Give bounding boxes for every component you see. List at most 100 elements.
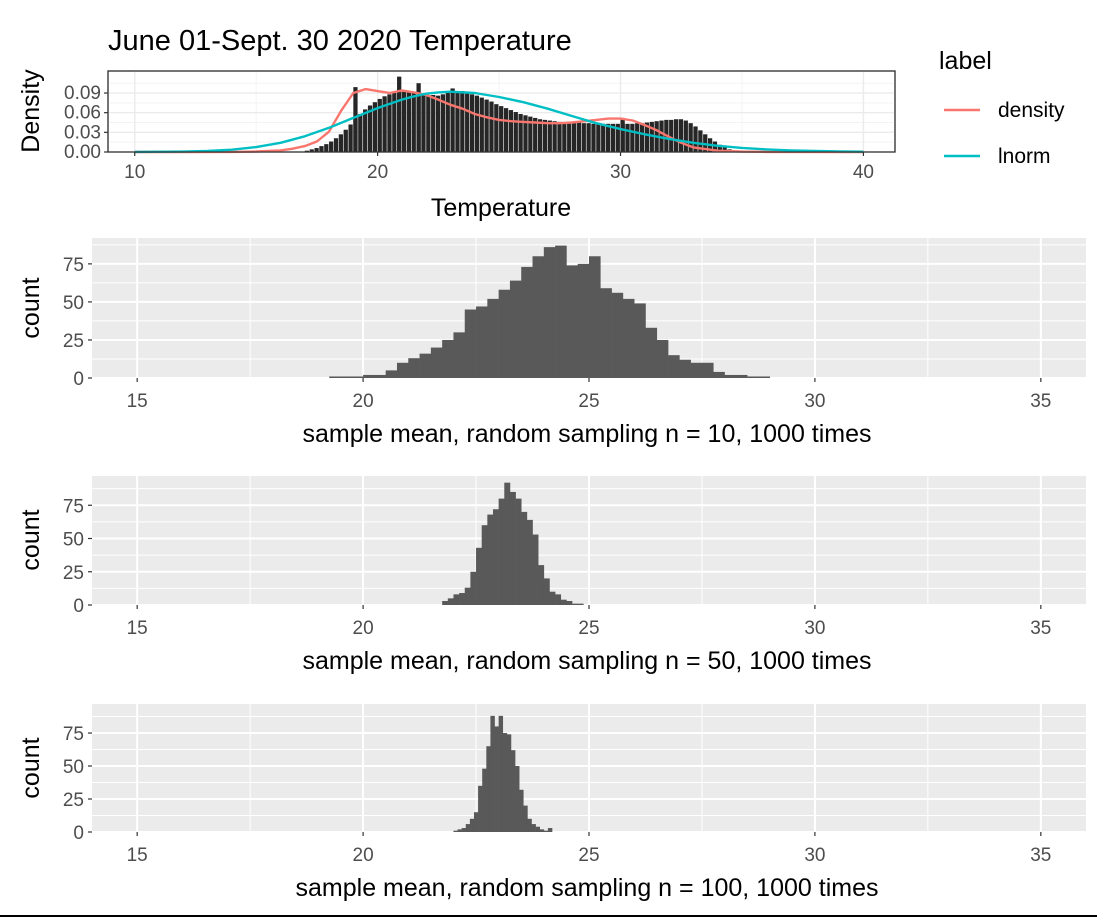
histogram-bar bbox=[509, 491, 516, 605]
histogram-bar bbox=[367, 105, 373, 152]
histogram-bar bbox=[478, 785, 483, 832]
histogram-bar bbox=[502, 733, 508, 832]
y-axis-label: count bbox=[17, 737, 45, 798]
histogram-bar bbox=[747, 376, 759, 378]
histogram-bar bbox=[338, 134, 344, 152]
histogram-bar bbox=[531, 824, 536, 832]
histogram-bar bbox=[635, 123, 640, 152]
histogram-bar bbox=[358, 113, 363, 152]
histogram-bar bbox=[503, 108, 509, 152]
legend-label-density: density bbox=[998, 99, 1065, 122]
histogram-bar bbox=[713, 371, 725, 378]
histogram-bar bbox=[465, 824, 471, 832]
histogram-bars bbox=[304, 76, 742, 152]
histogram-bar bbox=[510, 750, 516, 832]
y-tick-label: 75 bbox=[63, 255, 84, 276]
histogram-bar bbox=[683, 120, 688, 152]
histogram-bar bbox=[455, 91, 460, 152]
y-tick-label: 0 bbox=[73, 823, 84, 844]
histogram-bar bbox=[513, 112, 518, 152]
histogram-bar bbox=[518, 113, 523, 152]
histogram-bar bbox=[615, 123, 620, 152]
y-tick-label: 75 bbox=[63, 724, 84, 745]
histogram-bar bbox=[528, 116, 533, 152]
histogram-bar bbox=[539, 829, 545, 832]
x-tick-label: 40 bbox=[853, 162, 874, 183]
histogram-bar bbox=[440, 94, 446, 152]
x-tick-label: 30 bbox=[804, 845, 825, 866]
histogram-bars bbox=[453, 715, 553, 832]
histogram-bar bbox=[489, 101, 494, 152]
histogram-bar bbox=[351, 376, 364, 378]
histogram-bar bbox=[406, 92, 412, 152]
y-tick-labels: 0 25 50 75 bbox=[63, 496, 92, 617]
histogram-bar bbox=[717, 144, 722, 152]
histogram-bar bbox=[453, 830, 458, 832]
histogram-bar bbox=[473, 812, 479, 832]
histogram-bar bbox=[509, 280, 522, 378]
histogram-bar bbox=[693, 126, 698, 152]
x-tick-labels: 15 20 25 30 35 bbox=[127, 605, 1051, 639]
x-tick-label: 30 bbox=[804, 391, 825, 412]
histogram-bar bbox=[499, 106, 504, 152]
histogram-bar bbox=[504, 482, 511, 605]
histogram-bar bbox=[532, 256, 545, 378]
histogram-bar bbox=[698, 130, 703, 152]
histogram-bar bbox=[324, 144, 329, 152]
histogram-bar bbox=[562, 122, 567, 152]
x-tick-label: 35 bbox=[1030, 618, 1051, 639]
histogram-bar bbox=[668, 355, 680, 378]
histogram-bar bbox=[515, 498, 522, 605]
histogram-bar bbox=[430, 347, 443, 378]
histogram-bar bbox=[688, 123, 693, 152]
histogram-bar bbox=[630, 123, 635, 152]
histogram-bar bbox=[508, 110, 514, 152]
histogram-bar bbox=[457, 829, 462, 832]
x-axis-label: sample mean, random sampling n = 50, 100… bbox=[302, 647, 871, 675]
histogram-bar bbox=[735, 374, 748, 378]
histogram-bar bbox=[506, 734, 512, 832]
y-tick-label: 0 bbox=[73, 596, 84, 617]
histogram-bar bbox=[445, 93, 450, 152]
legend: label density lnorm bbox=[939, 47, 1065, 168]
histogram-bar bbox=[521, 511, 528, 605]
histogram-bar bbox=[374, 374, 386, 378]
histogram-bar bbox=[567, 122, 572, 152]
histogram-bar bbox=[340, 376, 353, 378]
histogram-bar bbox=[645, 327, 658, 378]
histogram-bar bbox=[461, 828, 467, 832]
histogram-bar bbox=[479, 97, 484, 152]
x-tick-label: 35 bbox=[1030, 391, 1051, 412]
histogram-bar bbox=[566, 265, 579, 378]
histogram-bar bbox=[387, 94, 392, 152]
x-tick-label: 10 bbox=[124, 162, 145, 183]
histogram-bar bbox=[464, 587, 471, 605]
x-tick-label: 25 bbox=[578, 618, 599, 639]
histogram-bar bbox=[408, 358, 420, 378]
histogram-bar bbox=[577, 603, 584, 605]
histogram-bar bbox=[490, 715, 495, 832]
histogram-bar bbox=[543, 830, 549, 832]
curve-lnorm bbox=[134, 90, 864, 154]
histogram-bar bbox=[552, 121, 557, 152]
plot-panel-frame bbox=[107, 70, 896, 153]
histogram-bar bbox=[535, 826, 541, 832]
histogram-bar bbox=[447, 598, 454, 605]
histogram-bar bbox=[577, 263, 590, 378]
histogram-bar bbox=[498, 289, 511, 378]
legend-title: label bbox=[939, 47, 992, 75]
sample-mean-n10-panel: 0 25 50 75 15 20 25 30 35 sample mean, random s… bbox=[17, 238, 1086, 448]
histogram-bar bbox=[538, 565, 545, 605]
histogram-bar bbox=[610, 123, 616, 152]
histogram-bar bbox=[482, 768, 487, 832]
bottom-rule bbox=[0, 915, 1097, 917]
histogram-bar bbox=[319, 146, 324, 152]
x-tick-label: 20 bbox=[367, 162, 388, 183]
histogram-bars bbox=[329, 245, 771, 378]
x-tick-label: 15 bbox=[127, 845, 148, 866]
y-tick-label: 0.03 bbox=[64, 122, 101, 143]
y-tick-label: 75 bbox=[63, 496, 84, 517]
histogram-bar bbox=[464, 309, 477, 378]
curve-density bbox=[134, 87, 864, 154]
